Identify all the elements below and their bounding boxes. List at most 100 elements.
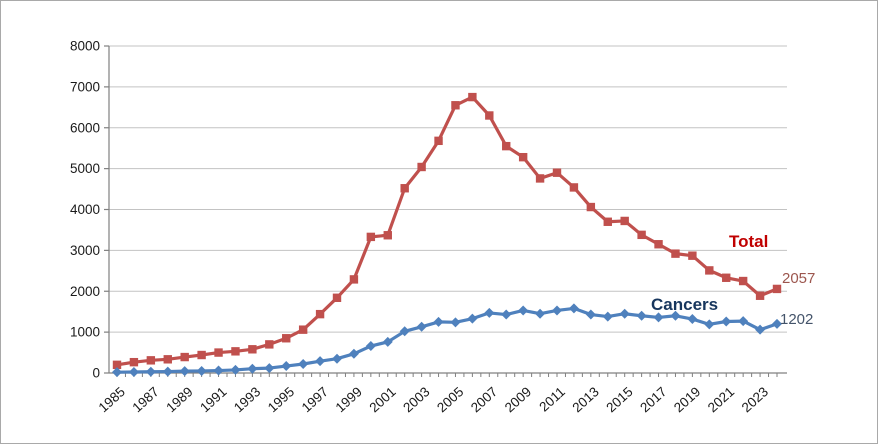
total-marker (434, 136, 443, 146)
cancers-marker (602, 311, 613, 322)
y-axis-label: 0 (92, 366, 100, 381)
x-axis-label: 1987 (129, 384, 161, 415)
cancers-marker (416, 321, 427, 332)
total-last-value-label: 2057 (782, 270, 816, 287)
cancers-series-line (115, 306, 779, 374)
cancers-marker (484, 307, 495, 318)
total-marker (552, 168, 562, 177)
total-marker (231, 347, 240, 356)
x-axis-label: 2019 (671, 384, 703, 415)
total-marker (180, 352, 189, 362)
cancers-marker (399, 326, 410, 337)
cancers-marker (332, 353, 342, 364)
y-axis-label: 5000 (70, 161, 100, 176)
cancers-marker (179, 366, 190, 377)
total-marker (332, 293, 342, 302)
total-marker (671, 249, 680, 258)
total-marker (400, 184, 409, 193)
cancers-marker (112, 367, 122, 378)
cancers-marker (772, 318, 782, 329)
cancers-marker (501, 309, 512, 320)
total-marker (518, 152, 528, 162)
total-marker (569, 183, 579, 192)
cancers-marker (552, 305, 562, 316)
cancers-marker (518, 305, 529, 316)
total-marker (620, 216, 629, 226)
total-marker (315, 309, 325, 319)
total-marker (485, 111, 494, 120)
cancers-marker (687, 314, 698, 325)
cancers-last-value-label: 1202 (780, 311, 814, 328)
cancers-marker (196, 365, 207, 376)
cancers-marker (365, 341, 376, 352)
x-axis-label: 2003 (400, 384, 432, 415)
x-axis-label: 2021 (705, 384, 737, 415)
total-marker (772, 284, 782, 294)
total-marker (637, 230, 646, 240)
cancers-marker (619, 308, 630, 319)
cancers-marker (348, 348, 359, 359)
series-label-total: Total (729, 232, 769, 251)
x-axis-label: 2017 (637, 384, 669, 415)
total-marker (705, 266, 714, 275)
y-axis-label: 7000 (70, 79, 100, 94)
cancers-marker (298, 359, 309, 370)
cancers-marker (128, 366, 139, 377)
x-axis-label: 1993 (231, 384, 263, 415)
total-marker (214, 348, 223, 357)
cancers-marker (315, 356, 326, 367)
cancers-marker (535, 308, 546, 319)
y-axis-label: 2000 (70, 284, 100, 299)
total-marker (688, 251, 697, 260)
cancers-marker (450, 317, 461, 328)
y-axis-label: 3000 (70, 243, 100, 258)
cancers-marker (755, 324, 766, 335)
total-marker (298, 325, 308, 334)
cancers-marker (653, 312, 664, 323)
total-marker (282, 334, 291, 343)
x-axis-label: 2015 (603, 384, 635, 415)
series-label-cancers: Cancers (651, 295, 719, 314)
cancers-marker (721, 316, 732, 327)
total-marker (502, 141, 511, 151)
x-axis-label: 2013 (569, 384, 601, 415)
cancers-marker (162, 366, 173, 377)
total-marker (112, 360, 122, 370)
x-axis-label: 2005 (434, 384, 466, 415)
cancers-marker (145, 366, 156, 377)
cancers-marker (670, 310, 681, 321)
cancers-marker (568, 303, 579, 314)
x-axis-label: 1999 (333, 384, 365, 415)
total-marker (722, 273, 731, 282)
y-axis-label: 8000 (70, 39, 100, 54)
total-marker (603, 217, 612, 226)
total-series-line (115, 95, 779, 367)
cancers-marker (247, 363, 258, 374)
x-axis-label: 1989 (163, 384, 195, 415)
total-marker (265, 340, 274, 349)
x-axis-label: 2007 (468, 384, 500, 415)
cancers-marker (264, 363, 275, 374)
cancers-marker (230, 364, 241, 375)
x-axis-label: 1997 (299, 384, 331, 415)
x-axis-label: 2023 (739, 384, 771, 415)
total-marker (163, 355, 172, 364)
x-axis-label: 2001 (366, 384, 398, 415)
total-marker (349, 275, 359, 284)
y-axis-label: 6000 (70, 120, 100, 135)
total-marker (366, 232, 376, 242)
total-marker (129, 357, 139, 367)
cancers-marker (467, 313, 478, 324)
x-axis-label: 2011 (536, 384, 568, 415)
cancers-marker (281, 361, 292, 372)
cancers-marker (213, 365, 224, 376)
total-marker (146, 356, 156, 365)
total-marker (535, 174, 545, 183)
cancers-marker (738, 316, 749, 327)
x-axis-label: 1985 (96, 384, 128, 415)
y-axis-label: 1000 (70, 325, 100, 340)
total-marker (248, 345, 257, 354)
total-marker (586, 202, 596, 212)
